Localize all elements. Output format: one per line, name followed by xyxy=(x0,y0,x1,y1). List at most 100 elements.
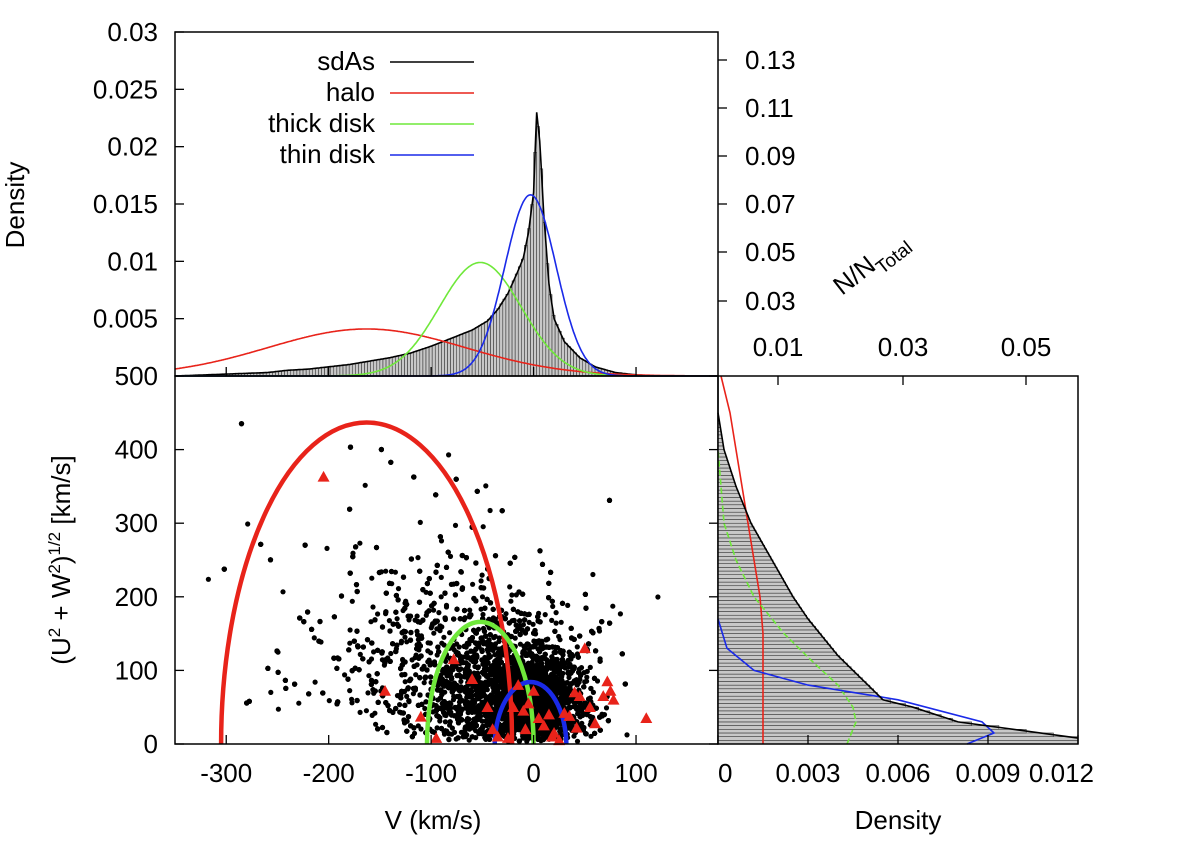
sdas-point xyxy=(483,483,489,489)
sdas-point xyxy=(590,571,596,578)
sdas-point xyxy=(441,634,447,640)
top-hist-bar xyxy=(499,303,504,377)
sdas-point xyxy=(357,540,363,546)
sdas-point xyxy=(404,693,410,700)
sdas-point xyxy=(312,679,318,685)
sdas-point xyxy=(508,598,514,604)
sdas-point xyxy=(458,678,464,685)
top-hist-bar xyxy=(318,367,322,377)
sdas-point xyxy=(452,522,459,529)
sdas-point xyxy=(434,725,440,731)
sdas-point xyxy=(423,612,429,618)
sdas-point xyxy=(324,545,330,552)
sdas-point xyxy=(447,630,453,636)
top-ylabel: Density xyxy=(0,162,30,249)
nn-htick-label: 0.03 xyxy=(878,332,929,362)
sdas-point xyxy=(553,620,559,626)
top-hist-bar xyxy=(312,368,316,377)
sdas-point xyxy=(542,612,548,618)
top-hist-bar xyxy=(570,349,574,377)
legend-label-halo: halo xyxy=(326,77,375,107)
sdas-point xyxy=(548,665,554,671)
top-hist-bar xyxy=(521,258,525,377)
sdas-point xyxy=(422,705,428,712)
top-hist-bar xyxy=(493,312,497,377)
sdas-point xyxy=(413,672,419,678)
sdas-point xyxy=(421,680,427,686)
sdas-point xyxy=(438,574,444,581)
sdas-point xyxy=(479,572,485,578)
sdas-point xyxy=(565,657,571,663)
sdas-point xyxy=(366,673,372,679)
top-hist-bar xyxy=(576,355,580,377)
top-hist-bar xyxy=(370,360,375,377)
sdas-point xyxy=(370,604,376,610)
legend-label-thin-disk: thin disk xyxy=(280,139,376,169)
top-hist-bar xyxy=(342,364,347,377)
sdas-point xyxy=(275,706,281,712)
top-hist-bar xyxy=(296,369,301,377)
top-hist-bar xyxy=(456,335,461,377)
top-hist-bar xyxy=(416,350,421,377)
sdas-point xyxy=(458,729,464,735)
sdas-point xyxy=(450,697,457,703)
nn-vtick-label: 0.11 xyxy=(745,93,794,123)
sdas-point xyxy=(530,621,536,627)
sdas-point xyxy=(415,555,421,561)
sdas-point xyxy=(442,719,448,725)
sdas-point xyxy=(362,482,368,488)
halo-gaussian-line xyxy=(174,328,718,377)
sdas-point xyxy=(478,578,484,584)
sdas-point xyxy=(417,519,423,526)
sdas-point xyxy=(467,607,473,613)
top-hist-bar xyxy=(530,204,534,377)
sdas-point xyxy=(480,524,486,530)
sdas-point xyxy=(558,619,564,625)
sdas-point xyxy=(438,538,445,544)
sdas-point xyxy=(509,592,515,598)
sdas-point xyxy=(436,610,442,616)
top-hist-bar xyxy=(453,336,457,377)
sdas-point xyxy=(655,594,661,600)
top-hist-bar xyxy=(468,330,473,377)
top-hist-bar xyxy=(447,338,451,377)
sdas-point xyxy=(584,678,590,684)
top-hist-bar xyxy=(502,298,507,377)
nn-vtick-label: 0.13 xyxy=(745,45,796,75)
sdas-point xyxy=(480,611,486,618)
sdas-point xyxy=(347,688,353,694)
legend-label-thick-disk: thick disk xyxy=(268,108,376,138)
top-hist-bar xyxy=(527,228,531,377)
top-hist-bar xyxy=(431,344,436,377)
top-ytick-label: 0.01 xyxy=(107,246,158,276)
sdas-point xyxy=(363,708,369,714)
top-hist-bar xyxy=(484,321,488,377)
sdas-point xyxy=(375,611,381,617)
sdas-point xyxy=(574,738,581,744)
sdas-point xyxy=(565,602,571,609)
top-hist-bar xyxy=(441,341,445,377)
top-hist-bar xyxy=(508,287,513,377)
top-hist-bar xyxy=(333,365,338,377)
top-hist-bar xyxy=(391,356,396,377)
top-hist-bar xyxy=(336,365,341,377)
top-hist-bar xyxy=(299,369,304,377)
sdas-point xyxy=(326,698,332,704)
top-hist-bar xyxy=(465,331,470,377)
sdas-point xyxy=(574,644,580,650)
sdas-point xyxy=(386,618,392,624)
top-hist-bar xyxy=(339,365,344,377)
sdas-point xyxy=(438,594,444,600)
top-hist-bar xyxy=(395,355,399,377)
sdas-point xyxy=(456,699,463,705)
sdas-point xyxy=(610,603,616,609)
top-ytick-label: 0.03 xyxy=(107,17,158,47)
nn-htick-label: 0.01 xyxy=(753,332,804,362)
top-hist-bar xyxy=(582,360,587,377)
top-hist-bar xyxy=(410,352,414,377)
sdas-point xyxy=(503,611,509,617)
sdas-point xyxy=(447,553,454,560)
top-hist-bar xyxy=(564,342,568,377)
top-hist-bar xyxy=(573,352,577,377)
sdas-point xyxy=(446,452,452,458)
